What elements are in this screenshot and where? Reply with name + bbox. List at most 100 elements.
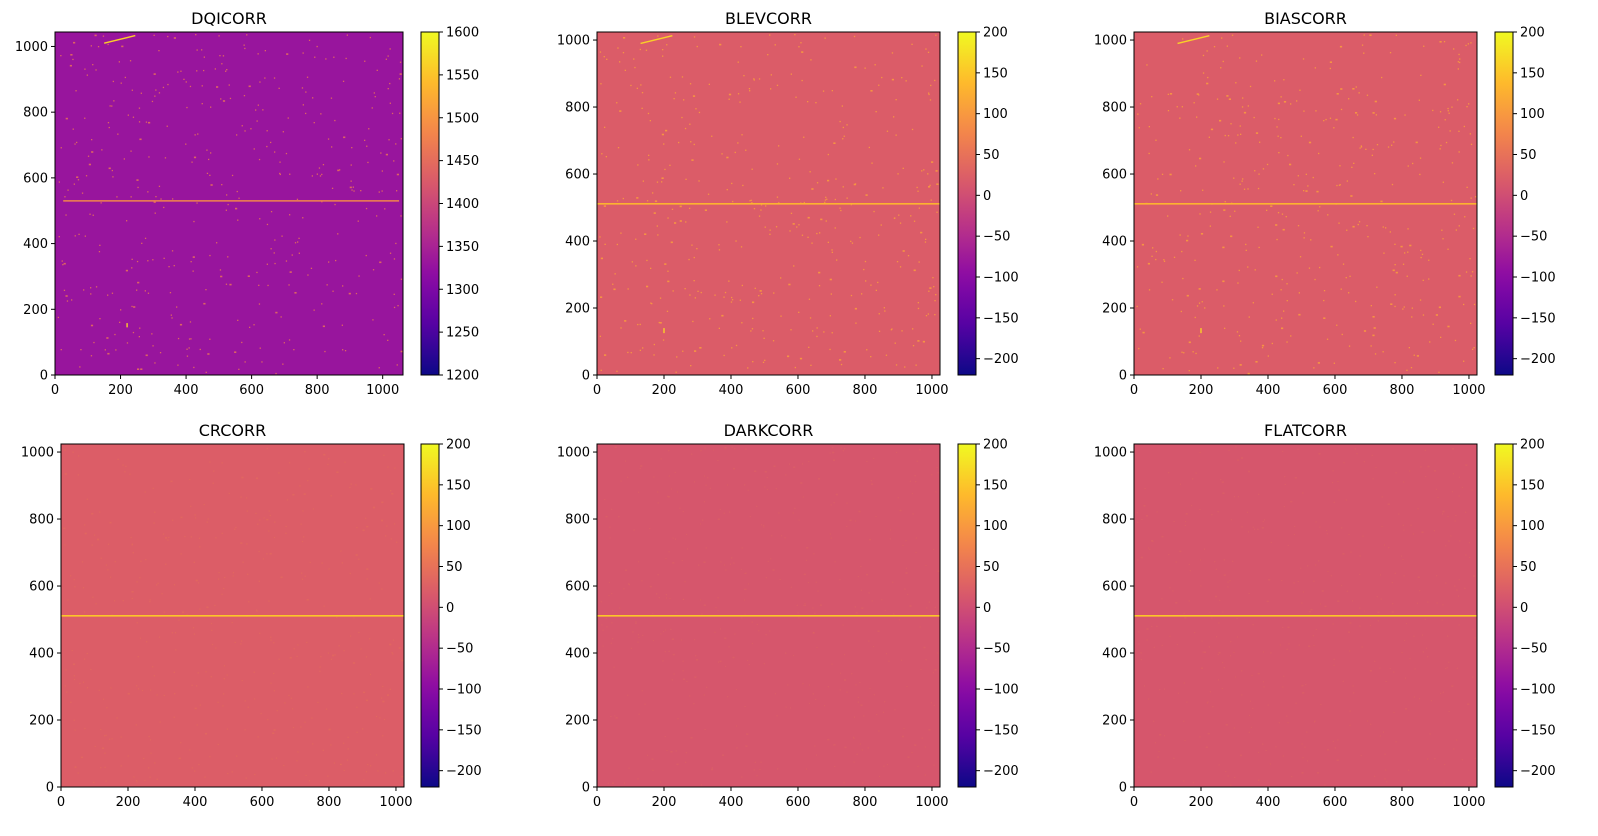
speckle bbox=[928, 186, 931, 188]
y-tick-label: 600 bbox=[1102, 580, 1127, 595]
speckle bbox=[153, 34, 155, 36]
y-tick-label: 800 bbox=[1102, 513, 1127, 528]
speckle bbox=[911, 751, 913, 754]
speckle bbox=[842, 186, 844, 188]
colorbar bbox=[420, 443, 440, 788]
speckle bbox=[913, 269, 916, 272]
speckle bbox=[812, 607, 814, 609]
speckle bbox=[192, 627, 195, 629]
speckle bbox=[1425, 647, 1428, 649]
speckle bbox=[279, 173, 281, 176]
speckle bbox=[744, 572, 746, 575]
speckle bbox=[914, 744, 917, 746]
speckle bbox=[183, 78, 185, 80]
speckle bbox=[1230, 519, 1233, 521]
speckle bbox=[1200, 233, 1204, 235]
speckle bbox=[662, 630, 665, 633]
y-tick-label: 200 bbox=[1102, 714, 1127, 729]
speckle bbox=[614, 446, 617, 448]
speckle bbox=[225, 209, 227, 211]
speckle bbox=[393, 160, 395, 162]
speckle bbox=[885, 653, 888, 655]
speckle bbox=[668, 551, 670, 553]
speckle bbox=[910, 215, 912, 217]
speckle bbox=[802, 496, 804, 498]
speckle bbox=[246, 510, 248, 512]
speckle bbox=[116, 717, 118, 719]
speckle bbox=[829, 348, 831, 351]
speckle bbox=[1169, 93, 1173, 95]
speckle bbox=[1252, 707, 1254, 710]
speckle bbox=[285, 525, 287, 528]
speckle bbox=[302, 52, 304, 54]
speckle bbox=[600, 369, 602, 371]
speckle bbox=[756, 505, 758, 507]
speckle bbox=[703, 604, 706, 607]
speckle bbox=[394, 467, 396, 469]
speckle bbox=[717, 459, 719, 462]
speckle bbox=[318, 167, 321, 169]
speckle bbox=[381, 588, 383, 590]
speckle bbox=[1409, 470, 1411, 472]
speckle bbox=[764, 486, 766, 488]
y-tick-label: 1000 bbox=[15, 40, 48, 55]
speckle bbox=[641, 580, 643, 582]
speckle bbox=[287, 117, 289, 119]
speckle bbox=[1243, 111, 1247, 114]
speckle bbox=[863, 268, 865, 271]
speckle bbox=[1180, 190, 1182, 192]
speckle bbox=[342, 80, 345, 82]
speckle bbox=[916, 186, 918, 189]
speckle bbox=[1382, 731, 1385, 733]
speckle bbox=[381, 519, 384, 522]
speckle bbox=[1363, 52, 1365, 54]
speckle bbox=[1421, 531, 1424, 533]
speckle bbox=[267, 719, 269, 721]
colorbar-tick-label: 150 bbox=[446, 478, 471, 493]
speckle bbox=[334, 119, 336, 122]
speckle bbox=[785, 474, 787, 476]
speckle bbox=[1281, 327, 1284, 330]
speckle bbox=[1340, 288, 1342, 290]
speckle bbox=[671, 638, 674, 640]
speckle bbox=[138, 336, 140, 338]
speckle bbox=[878, 775, 881, 778]
speckle bbox=[1420, 74, 1422, 76]
speckle bbox=[221, 63, 223, 65]
speckle bbox=[805, 768, 808, 770]
speckle bbox=[124, 471, 126, 473]
speckle bbox=[635, 621, 637, 623]
speckle bbox=[1246, 511, 1249, 513]
speckle bbox=[1213, 46, 1216, 48]
speckle bbox=[262, 558, 265, 560]
speckle bbox=[699, 599, 702, 601]
speckle bbox=[159, 352, 162, 354]
speckle bbox=[79, 366, 81, 368]
speckle bbox=[247, 706, 249, 708]
speckle bbox=[902, 544, 904, 547]
speckle bbox=[248, 601, 250, 603]
speckle bbox=[100, 728, 102, 731]
speckle bbox=[1183, 352, 1185, 354]
speckle bbox=[860, 589, 863, 591]
speckle bbox=[111, 292, 114, 294]
speckle bbox=[681, 116, 683, 119]
speckle bbox=[605, 617, 607, 620]
speckle bbox=[873, 694, 875, 696]
speckle bbox=[259, 347, 261, 349]
speckle bbox=[769, 630, 771, 632]
speckle bbox=[384, 208, 386, 210]
speckle bbox=[1379, 574, 1382, 576]
speckle bbox=[1395, 271, 1398, 274]
speckle bbox=[935, 294, 937, 296]
speckle bbox=[878, 330, 881, 332]
speckle bbox=[890, 329, 892, 331]
speckle bbox=[174, 693, 176, 695]
speckle bbox=[1366, 720, 1369, 722]
y-tick-label: 400 bbox=[565, 647, 590, 662]
speckle bbox=[198, 763, 200, 766]
speckle bbox=[1301, 684, 1304, 687]
speckle bbox=[652, 639, 655, 642]
speckle bbox=[932, 277, 934, 279]
speckle bbox=[271, 758, 273, 760]
